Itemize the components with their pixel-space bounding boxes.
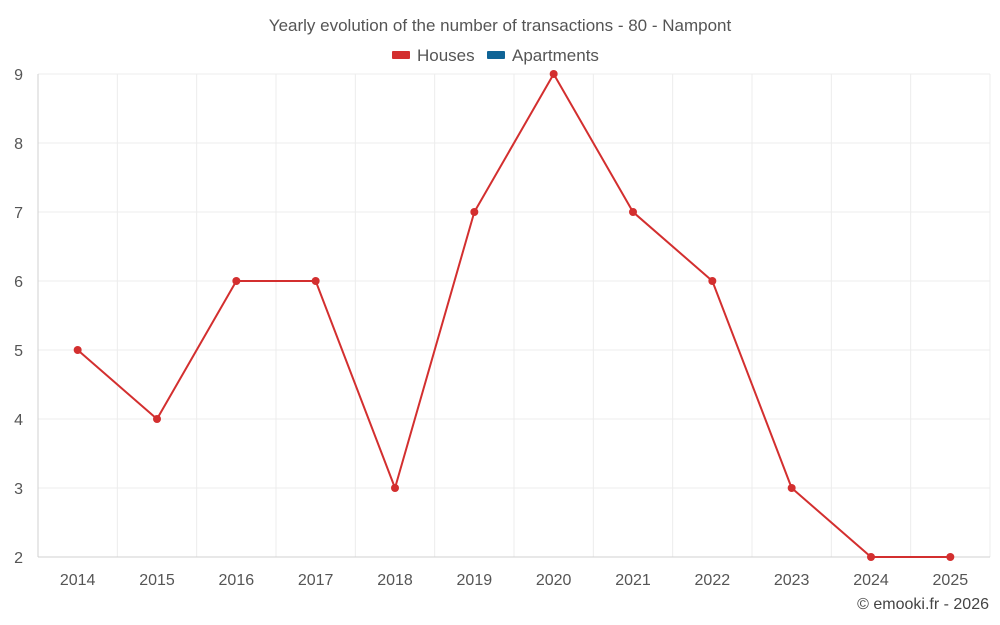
data-point-houses[interactable] (629, 208, 637, 216)
data-point-houses[interactable] (73, 346, 82, 354)
data-point-houses[interactable] (708, 277, 717, 285)
legend-item-houses[interactable]: Houses (392, 46, 475, 65)
legend-item-apartments[interactable]: Apartments (487, 46, 599, 65)
x-tick-label: 2025 (933, 572, 969, 589)
x-tick-label: 2021 (615, 572, 651, 589)
x-tick-label: 2016 (219, 572, 255, 589)
y-tick-label: 5 (14, 343, 23, 360)
x-tick-label: 2019 (457, 572, 493, 589)
data-point-houses[interactable] (311, 277, 320, 285)
x-tick-label: 2022 (695, 572, 731, 589)
y-tick-label: 8 (14, 136, 23, 153)
y-tick-label: 9 (14, 67, 23, 84)
series (73, 70, 955, 561)
data-point-houses[interactable] (946, 553, 955, 561)
data-point-houses[interactable] (232, 277, 241, 285)
credit-text: © emooki.fr - 2026 (857, 596, 989, 613)
legend-swatch-apartments (487, 51, 505, 59)
x-tick-label: 2017 (298, 572, 334, 589)
axes: 2 3 4 5 6 7 8 9 2014 2015 2016 2017 2018 2019 2020 2021… (14, 67, 990, 589)
grid (37, 73, 991, 557)
data-point-houses[interactable] (549, 70, 558, 78)
legend-label-houses: Houses (417, 46, 475, 65)
y-tick-label: 6 (14, 274, 23, 291)
chart-title: Yearly evolution of the number of transa… (269, 16, 732, 35)
data-point-houses[interactable] (867, 553, 875, 561)
legend-label-apartments: Apartments (512, 46, 599, 65)
data-point-houses[interactable] (787, 484, 796, 492)
x-tick-label: 2024 (853, 572, 889, 589)
y-tick-label: 7 (14, 205, 23, 222)
data-point-houses[interactable] (470, 208, 479, 216)
y-tick-label: 3 (14, 481, 23, 498)
legend-swatch-houses (392, 51, 410, 59)
x-tick-label: 2020 (536, 572, 572, 589)
x-tick-label: 2023 (774, 572, 810, 589)
x-tick-label: 2014 (60, 572, 96, 589)
x-tick-label: 2018 (377, 572, 413, 589)
y-tick-label: 2 (14, 550, 23, 567)
data-point-houses[interactable] (153, 415, 161, 423)
legend: Houses Apartments (392, 46, 599, 65)
y-tick-label: 4 (14, 412, 23, 429)
x-tick-label: 2015 (139, 572, 175, 589)
data-point-houses[interactable] (391, 484, 399, 492)
series-line-houses (77, 73, 951, 558)
